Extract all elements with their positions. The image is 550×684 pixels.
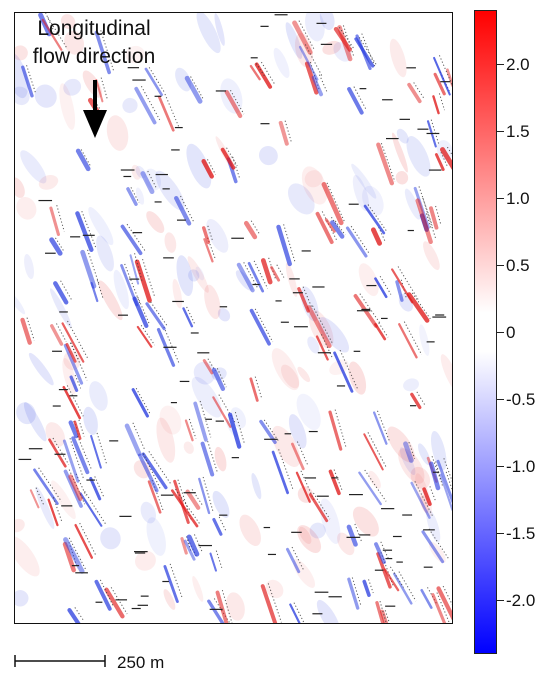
colorbar-tick-label: 1.0: [506, 188, 530, 208]
colorbar-tick: [497, 130, 504, 132]
colorbar-tick-label: 2.0: [506, 54, 530, 74]
annotation-line1: Longitudinal: [37, 17, 151, 40]
colorbar-tick: [497, 466, 504, 468]
colorbar-tick-label: -1.5: [506, 524, 536, 544]
colorbar-tick: [497, 600, 504, 602]
colorbar-tick-label: -1.0: [506, 457, 536, 477]
colorbar-tick: [497, 533, 504, 535]
colorbar-tick: [497, 264, 504, 266]
colorbar-tick-label: 0.5: [506, 255, 530, 275]
down-arrow-icon: [83, 80, 107, 138]
map-panel: [14, 12, 453, 624]
colorbar: [474, 10, 497, 654]
scale-bar-label: 250 m: [117, 653, 165, 672]
colorbar-tick-label: 1.5: [506, 121, 530, 141]
colorbar-tick-label: -2.0: [506, 591, 536, 611]
colorbar-tick-label: 0: [506, 323, 516, 342]
scale-bar: [14, 655, 106, 667]
colorbar-tick: [497, 63, 504, 65]
annotation-line2: flow direction: [32, 45, 156, 68]
colorbar-tick-label: -0.5: [506, 390, 536, 410]
colorbar-tick: [497, 332, 504, 333]
colorbar-tick: [497, 197, 504, 199]
colorbar-tick: [497, 399, 504, 401]
dune-field-map: [15, 13, 452, 623]
